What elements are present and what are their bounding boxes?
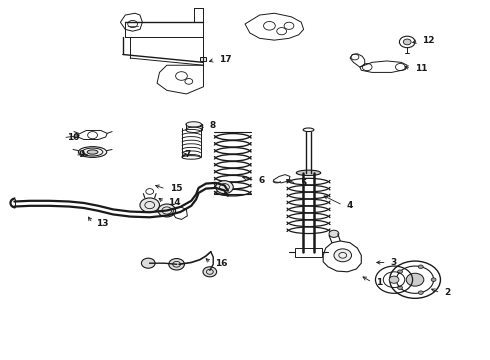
Circle shape (329, 230, 339, 237)
Circle shape (169, 258, 184, 270)
Circle shape (397, 270, 402, 274)
Circle shape (334, 249, 351, 262)
Circle shape (203, 267, 217, 277)
Circle shape (397, 286, 402, 289)
Text: 12: 12 (422, 36, 435, 45)
Text: 6: 6 (259, 176, 265, 185)
Circle shape (140, 198, 159, 212)
Circle shape (389, 276, 399, 283)
Polygon shape (200, 57, 206, 61)
Circle shape (403, 39, 411, 45)
Circle shape (418, 265, 423, 269)
Text: 9: 9 (79, 150, 85, 159)
Text: 5: 5 (300, 179, 306, 188)
Text: 7: 7 (184, 150, 191, 159)
Text: 15: 15 (170, 184, 182, 193)
Text: 16: 16 (215, 259, 227, 268)
Circle shape (158, 204, 175, 217)
Circle shape (216, 181, 233, 194)
Ellipse shape (87, 150, 98, 154)
Text: 8: 8 (210, 121, 216, 130)
Ellipse shape (78, 147, 107, 157)
Circle shape (406, 273, 424, 286)
Ellipse shape (296, 170, 321, 176)
Text: 11: 11 (415, 64, 428, 73)
Circle shape (418, 291, 423, 294)
Text: 4: 4 (346, 201, 353, 210)
Text: 13: 13 (97, 219, 109, 228)
Text: 17: 17 (219, 55, 231, 64)
Text: 14: 14 (168, 198, 181, 207)
Text: 3: 3 (391, 258, 397, 267)
Text: 10: 10 (67, 133, 79, 142)
Text: 2: 2 (444, 288, 451, 297)
Text: 1: 1 (376, 278, 382, 287)
Circle shape (142, 258, 155, 268)
Ellipse shape (186, 122, 201, 127)
Circle shape (431, 278, 436, 282)
